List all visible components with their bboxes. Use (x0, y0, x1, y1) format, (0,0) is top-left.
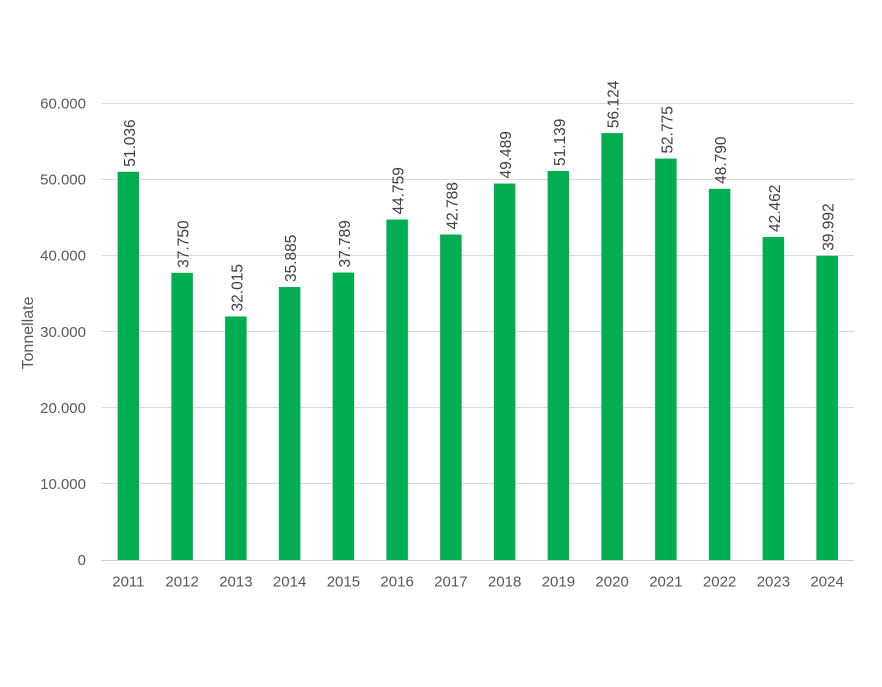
svg-text:56.124: 56.124 (606, 80, 623, 128)
svg-text:2018: 2018 (488, 574, 521, 591)
svg-text:0: 0 (78, 552, 86, 569)
svg-text:42.462: 42.462 (767, 185, 784, 232)
svg-text:50.000: 50.000 (40, 172, 86, 189)
svg-text:42.788: 42.788 (444, 182, 461, 229)
svg-text:49.489: 49.489 (498, 131, 515, 178)
svg-text:37.789: 37.789 (337, 220, 354, 267)
svg-text:2016: 2016 (380, 574, 413, 591)
svg-text:2020: 2020 (595, 574, 628, 591)
svg-text:2023: 2023 (757, 574, 790, 591)
svg-text:2022: 2022 (703, 574, 736, 591)
svg-text:30.000: 30.000 (40, 324, 86, 341)
svg-text:35.885: 35.885 (283, 235, 300, 282)
svg-text:2019: 2019 (542, 574, 575, 591)
svg-text:52.775: 52.775 (659, 106, 676, 153)
svg-text:44.759: 44.759 (391, 167, 408, 214)
svg-text:39.992: 39.992 (821, 203, 838, 250)
svg-text:2011: 2011 (112, 574, 144, 591)
svg-text:2024: 2024 (810, 574, 843, 591)
svg-text:51.036: 51.036 (122, 119, 139, 166)
svg-text:48.790: 48.790 (713, 136, 730, 184)
svg-text:2017: 2017 (434, 574, 467, 591)
svg-text:40.000: 40.000 (40, 248, 86, 265)
svg-text:2014: 2014 (273, 574, 306, 591)
svg-text:2015: 2015 (327, 574, 360, 591)
svg-text:37.750: 37.750 (176, 220, 193, 268)
svg-text:60.000: 60.000 (40, 96, 86, 113)
svg-text:51.139: 51.139 (552, 119, 569, 166)
svg-text:20.000: 20.000 (40, 400, 86, 417)
svg-text:Tonnellate: Tonnellate (20, 296, 37, 369)
svg-text:10.000: 10.000 (40, 476, 86, 493)
svg-text:2021: 2021 (649, 574, 682, 591)
svg-text:2012: 2012 (165, 574, 198, 591)
svg-text:2013: 2013 (219, 574, 252, 591)
svg-text:32.015: 32.015 (229, 264, 246, 311)
